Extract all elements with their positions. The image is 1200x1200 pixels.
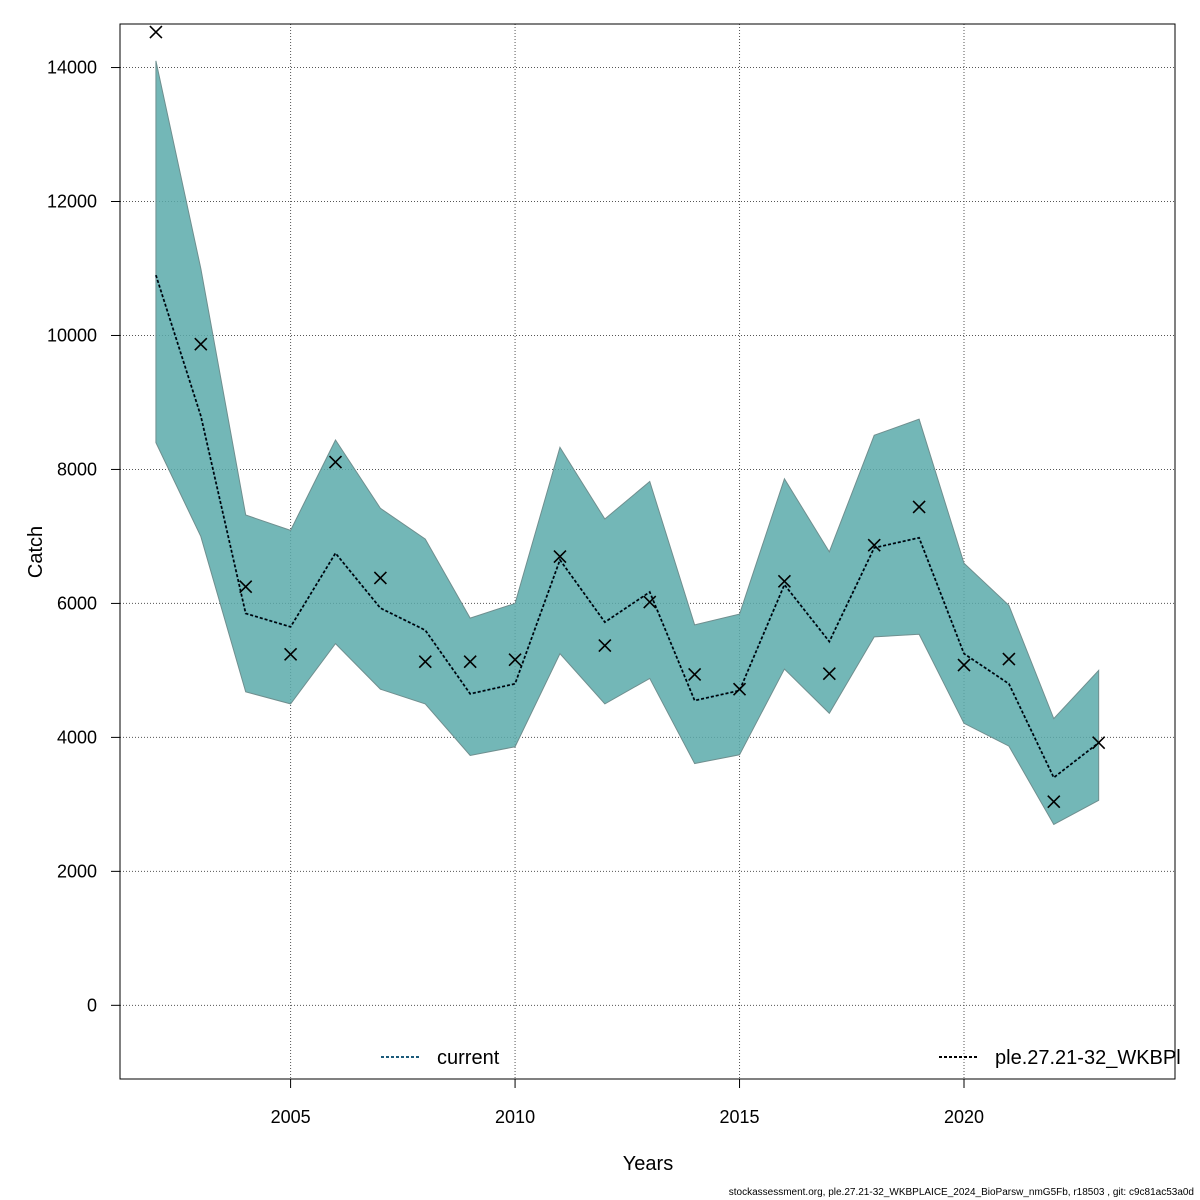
- observed-point-2014: [688, 667, 702, 681]
- x-tick-label-2015: 2015: [720, 1107, 760, 1127]
- x-axis-title: Years: [623, 1153, 673, 1175]
- observed-point-2018: [867, 538, 881, 552]
- legend-label-current: current: [437, 1047, 500, 1069]
- series-lines: [154, 274, 1100, 780]
- y-tick-label-8000: 8000: [57, 459, 97, 479]
- y-axis-title: Catch: [25, 526, 47, 578]
- observed-point-2005: [284, 647, 298, 661]
- observed-point-2012: [598, 639, 612, 653]
- observed-point-2006: [328, 455, 343, 469]
- y-tick-label-14000: 14000: [47, 58, 97, 78]
- x-tick-label-2005: 2005: [271, 1107, 311, 1127]
- x-tick-label-2010: 2010: [495, 1107, 535, 1127]
- axes: 2005 2010 2015 2020 0 2000 4000 6000 8000 10000 12…: [47, 58, 984, 1127]
- observed-point-2007: [373, 571, 387, 585]
- observed-point-2013: [643, 595, 657, 609]
- observed-point-2004: [239, 580, 253, 594]
- legend: current ple.27.21-32_WKBPl: [381, 1047, 1181, 1069]
- observed-point-2023: [1092, 736, 1106, 750]
- observed-point-2016: [777, 574, 791, 588]
- plot-frame: [119, 23, 1176, 1080]
- observed-point-2011: [553, 549, 567, 564]
- y-tick-label-10000: 10000: [47, 325, 97, 345]
- observed-point-2020: [957, 658, 971, 672]
- observed-point-2021: [1002, 652, 1016, 666]
- observed-points: [149, 25, 1106, 809]
- y-tick-label-2000: 2000: [57, 861, 97, 881]
- y-tick-label-4000: 4000: [57, 727, 97, 747]
- series-line-model: [155, 274, 1100, 779]
- confidence-band: [155, 60, 1100, 826]
- legend-label-model: ple.27.21-32_WKBPl: [995, 1047, 1181, 1069]
- observed-point-2002: [149, 25, 163, 39]
- footer-caption: stockassessment.org, ple.27.21-32_WKBPLA…: [728, 1187, 1194, 1198]
- y-tick-label-6000: 6000: [57, 593, 97, 613]
- observed-point-2003: [194, 337, 208, 351]
- observed-point-2019: [912, 500, 926, 514]
- observed-point-2010: [508, 653, 522, 667]
- observed-point-2009: [463, 655, 477, 669]
- observed-point-2015: [732, 682, 747, 696]
- y-tick-label-12000: 12000: [47, 192, 97, 212]
- confidence-band-area: [155, 60, 1100, 826]
- y-tick-label-0: 0: [87, 995, 97, 1015]
- x-tick-label-2020: 2020: [944, 1107, 984, 1127]
- observed-point-2008: [418, 655, 432, 669]
- observed-point-2017: [822, 667, 836, 681]
- observed-point-2022: [1047, 795, 1061, 809]
